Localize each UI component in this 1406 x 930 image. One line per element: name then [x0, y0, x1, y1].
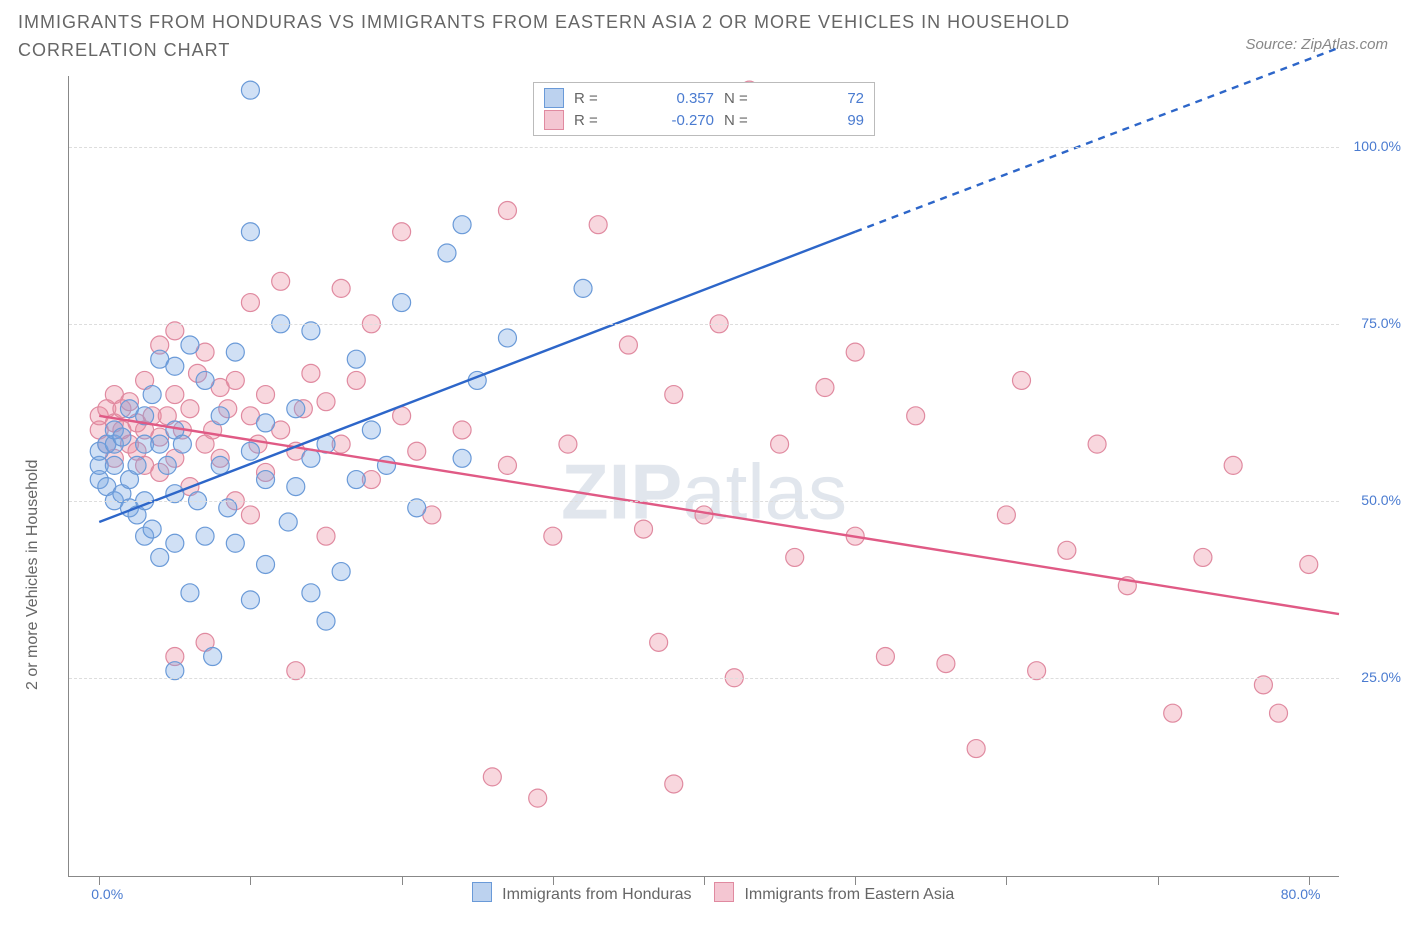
legend-label-honduras: Immigrants from Honduras — [502, 886, 691, 903]
chart-title: IMMIGRANTS FROM HONDURAS VS IMMIGRANTS F… — [18, 8, 1118, 64]
scatter-plot: ZIPatlas R = 0.357 N = 72 R = -0.270 N =… — [68, 76, 1339, 877]
y-axis-label: 2 or more Vehicles in Household — [24, 460, 42, 690]
swatch-eastern-asia-icon — [714, 882, 734, 902]
y-tick-label: 100.0% — [1354, 138, 1401, 154]
r-value-eastern-asia: -0.270 — [654, 112, 714, 129]
legend-label-eastern-asia: Immigrants from Eastern Asia — [744, 886, 954, 903]
x-tick-label: 0.0% — [91, 886, 123, 902]
n-value-eastern-asia: 99 — [804, 112, 864, 129]
y-tick-label: 50.0% — [1361, 492, 1401, 508]
r-value-honduras: 0.357 — [654, 90, 714, 107]
n-value-honduras: 72 — [804, 90, 864, 107]
x-tick-label: 80.0% — [1281, 886, 1321, 902]
y-tick-label: 25.0% — [1361, 669, 1401, 685]
swatch-eastern-asia — [544, 110, 564, 130]
n-label: N = — [724, 112, 794, 129]
swatch-honduras — [544, 88, 564, 108]
n-label: N = — [724, 90, 794, 107]
r-label: R = — [574, 112, 644, 129]
plot-svg — [69, 76, 1339, 876]
stats-row-honduras: R = 0.357 N = 72 — [534, 87, 874, 109]
swatch-honduras-icon — [472, 882, 492, 902]
stats-legend: R = 0.357 N = 72 R = -0.270 N = 99 — [533, 82, 875, 136]
source-label: Source: ZipAtlas.com — [1245, 36, 1388, 53]
r-label: R = — [574, 90, 644, 107]
y-tick-label: 75.0% — [1361, 315, 1401, 331]
legend-bottom: Immigrants from Honduras Immigrants from… — [69, 882, 1339, 904]
stats-row-eastern-asia: R = -0.270 N = 99 — [534, 109, 874, 131]
